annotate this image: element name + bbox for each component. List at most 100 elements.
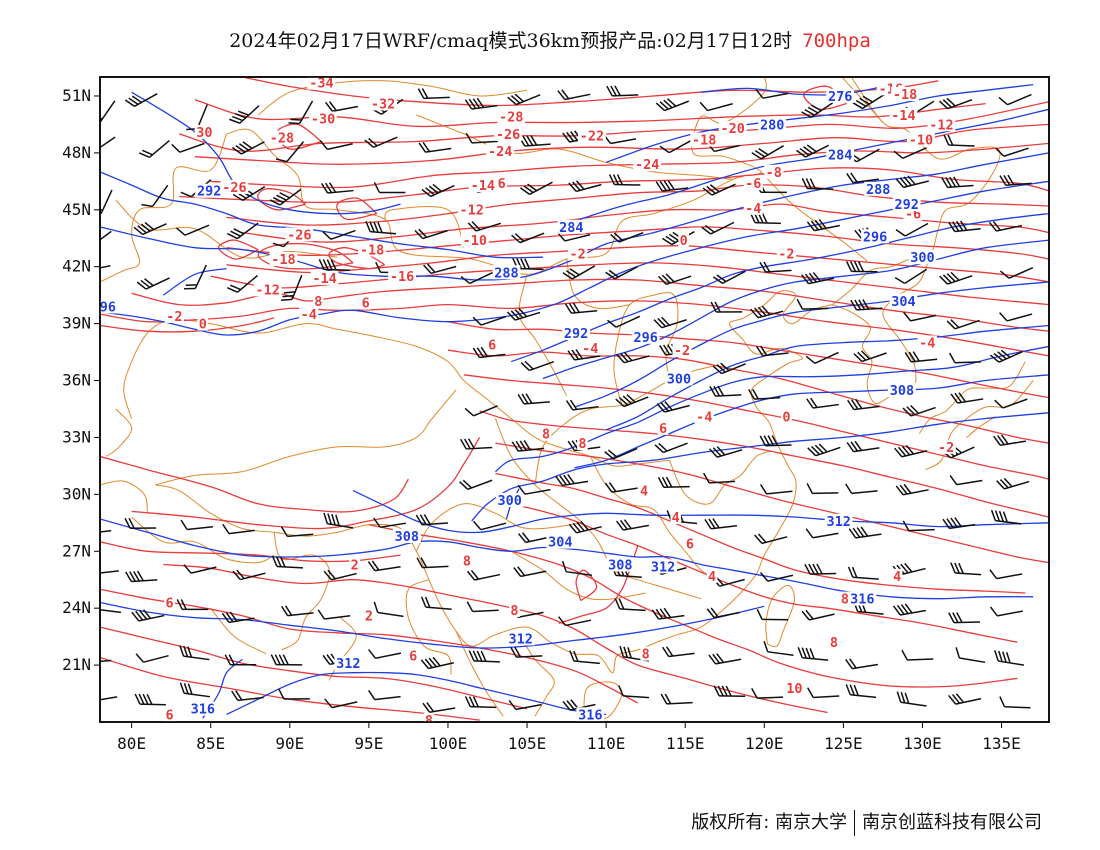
wind-barb <box>100 136 116 153</box>
title-main: 2024年02月17日WRF/cmaq模式36km预报产品:02月17日12时 <box>229 30 793 52</box>
wind-barb <box>845 483 878 495</box>
isotherm-label-bg <box>684 536 696 551</box>
wind-barb <box>950 392 984 404</box>
isotherm-label-bg <box>486 143 515 158</box>
wind-barb <box>759 484 793 495</box>
wind-barb <box>184 264 207 290</box>
isotherm-line <box>463 374 1049 480</box>
isotherm-label: 6 <box>166 595 174 611</box>
isoheight-label: 292 <box>564 326 588 342</box>
wind-barb <box>567 349 601 361</box>
wind-barb <box>319 140 353 151</box>
wind-barb <box>996 477 1030 490</box>
isotherm-line <box>368 524 1018 688</box>
isoheight-line <box>100 518 1034 600</box>
wind-barb <box>892 603 926 616</box>
isoheight-label-bg <box>562 326 590 340</box>
isotherm-label: -10 <box>463 233 487 249</box>
lon-tick-label: 95E <box>354 734 383 753</box>
boundary-line <box>518 274 568 396</box>
wind-barb <box>615 394 649 408</box>
boundary-line <box>765 584 795 648</box>
isotherm-line <box>242 203 1049 243</box>
isoheight-line <box>471 412 1049 522</box>
isotherm-line <box>447 321 1049 399</box>
lon-tick-label: 100E <box>429 734 468 753</box>
isotherm-label-bg <box>360 295 372 310</box>
isotherm-label: 0 <box>782 409 790 425</box>
isotherm-label-bg <box>309 111 337 126</box>
wind-barb <box>606 85 639 97</box>
isotherm-line <box>495 442 1049 564</box>
isoheight-label-bg <box>506 631 535 646</box>
wind-barb <box>124 517 157 529</box>
map-title: 2024年02月17日WRF/cmaq模式36km预报产品:02月17日12时 7… <box>0 26 1100 53</box>
wind-barbs <box>100 85 1034 713</box>
wind-barb <box>656 401 690 413</box>
wind-barb <box>517 393 550 405</box>
lat-tick-label: 33N <box>62 427 91 446</box>
isoheight-label-bg <box>606 557 635 572</box>
wind-barb <box>517 484 551 495</box>
copyright-footer: 版权所有: 南京大学 南京创蓝科技有限公司 <box>691 808 1042 836</box>
wind-barb <box>141 184 169 208</box>
lat-tick-label: 27N <box>62 541 91 560</box>
wind-barb <box>466 569 501 581</box>
wind-barb <box>100 189 113 215</box>
wind-barb <box>708 653 742 665</box>
isoheight-line <box>100 171 543 259</box>
isoheight-label-bg <box>631 329 660 344</box>
wind-barb <box>988 220 1023 232</box>
wind-barb <box>943 134 975 147</box>
wind-barb <box>999 267 1034 279</box>
wind-barb <box>750 305 784 319</box>
isotherm-label-bg <box>891 86 919 101</box>
isotherm-label-bg <box>468 178 497 193</box>
wind-barb <box>759 572 794 582</box>
isotherm-label: -14 <box>471 178 495 194</box>
isotherm-label-bg <box>672 343 692 358</box>
wind-barb <box>179 682 210 698</box>
wind-barb <box>221 611 255 624</box>
wind-barb <box>894 444 928 458</box>
isoheight-line <box>605 324 1049 431</box>
wind-barb <box>895 483 929 496</box>
isotherm-label-bg <box>310 270 339 285</box>
isotherm-label: -26 <box>496 127 520 143</box>
wind-barb <box>661 646 695 658</box>
wind-barb <box>801 102 834 118</box>
wind-barb <box>948 352 981 364</box>
wind-barb <box>709 385 742 397</box>
wind-barb <box>751 688 784 699</box>
isotherm-label: 0 <box>199 317 207 333</box>
wind-barb <box>846 440 880 453</box>
isoheight-label-bg <box>888 382 916 397</box>
wind-barb <box>713 685 746 698</box>
isotherm-label: -24 <box>488 144 512 160</box>
isotherm-line <box>100 626 528 710</box>
isotherm-label-bg <box>312 293 324 308</box>
wind-barb <box>136 277 170 290</box>
isotherm-label: 8 <box>841 592 849 608</box>
isotherm-label: 6 <box>686 537 694 553</box>
wind-barb <box>564 302 598 314</box>
isoheight-label: 312 <box>336 656 360 672</box>
isoheight-label-bg <box>100 299 118 314</box>
wind-barb <box>568 180 602 193</box>
wind-barb <box>995 147 1029 157</box>
isotherm-label-bg <box>460 233 489 248</box>
boundary-line <box>328 617 357 681</box>
isotherm-label-bg <box>568 246 588 261</box>
isotherm-label-bg <box>194 124 214 139</box>
isotherm-label: -4 <box>582 341 598 357</box>
isoheight-label-bg <box>495 492 524 507</box>
wind-barb <box>557 89 591 101</box>
isotherm-label: -2 <box>778 246 794 262</box>
lon-tick-label: 80E <box>117 734 146 753</box>
wind-barb <box>807 443 841 457</box>
wind-barb <box>941 176 974 189</box>
wind-barb <box>568 520 602 534</box>
isotherm-label-bg <box>577 436 588 451</box>
isotherm-label-bg <box>839 591 851 606</box>
isotherm-label: 8 <box>830 635 838 651</box>
